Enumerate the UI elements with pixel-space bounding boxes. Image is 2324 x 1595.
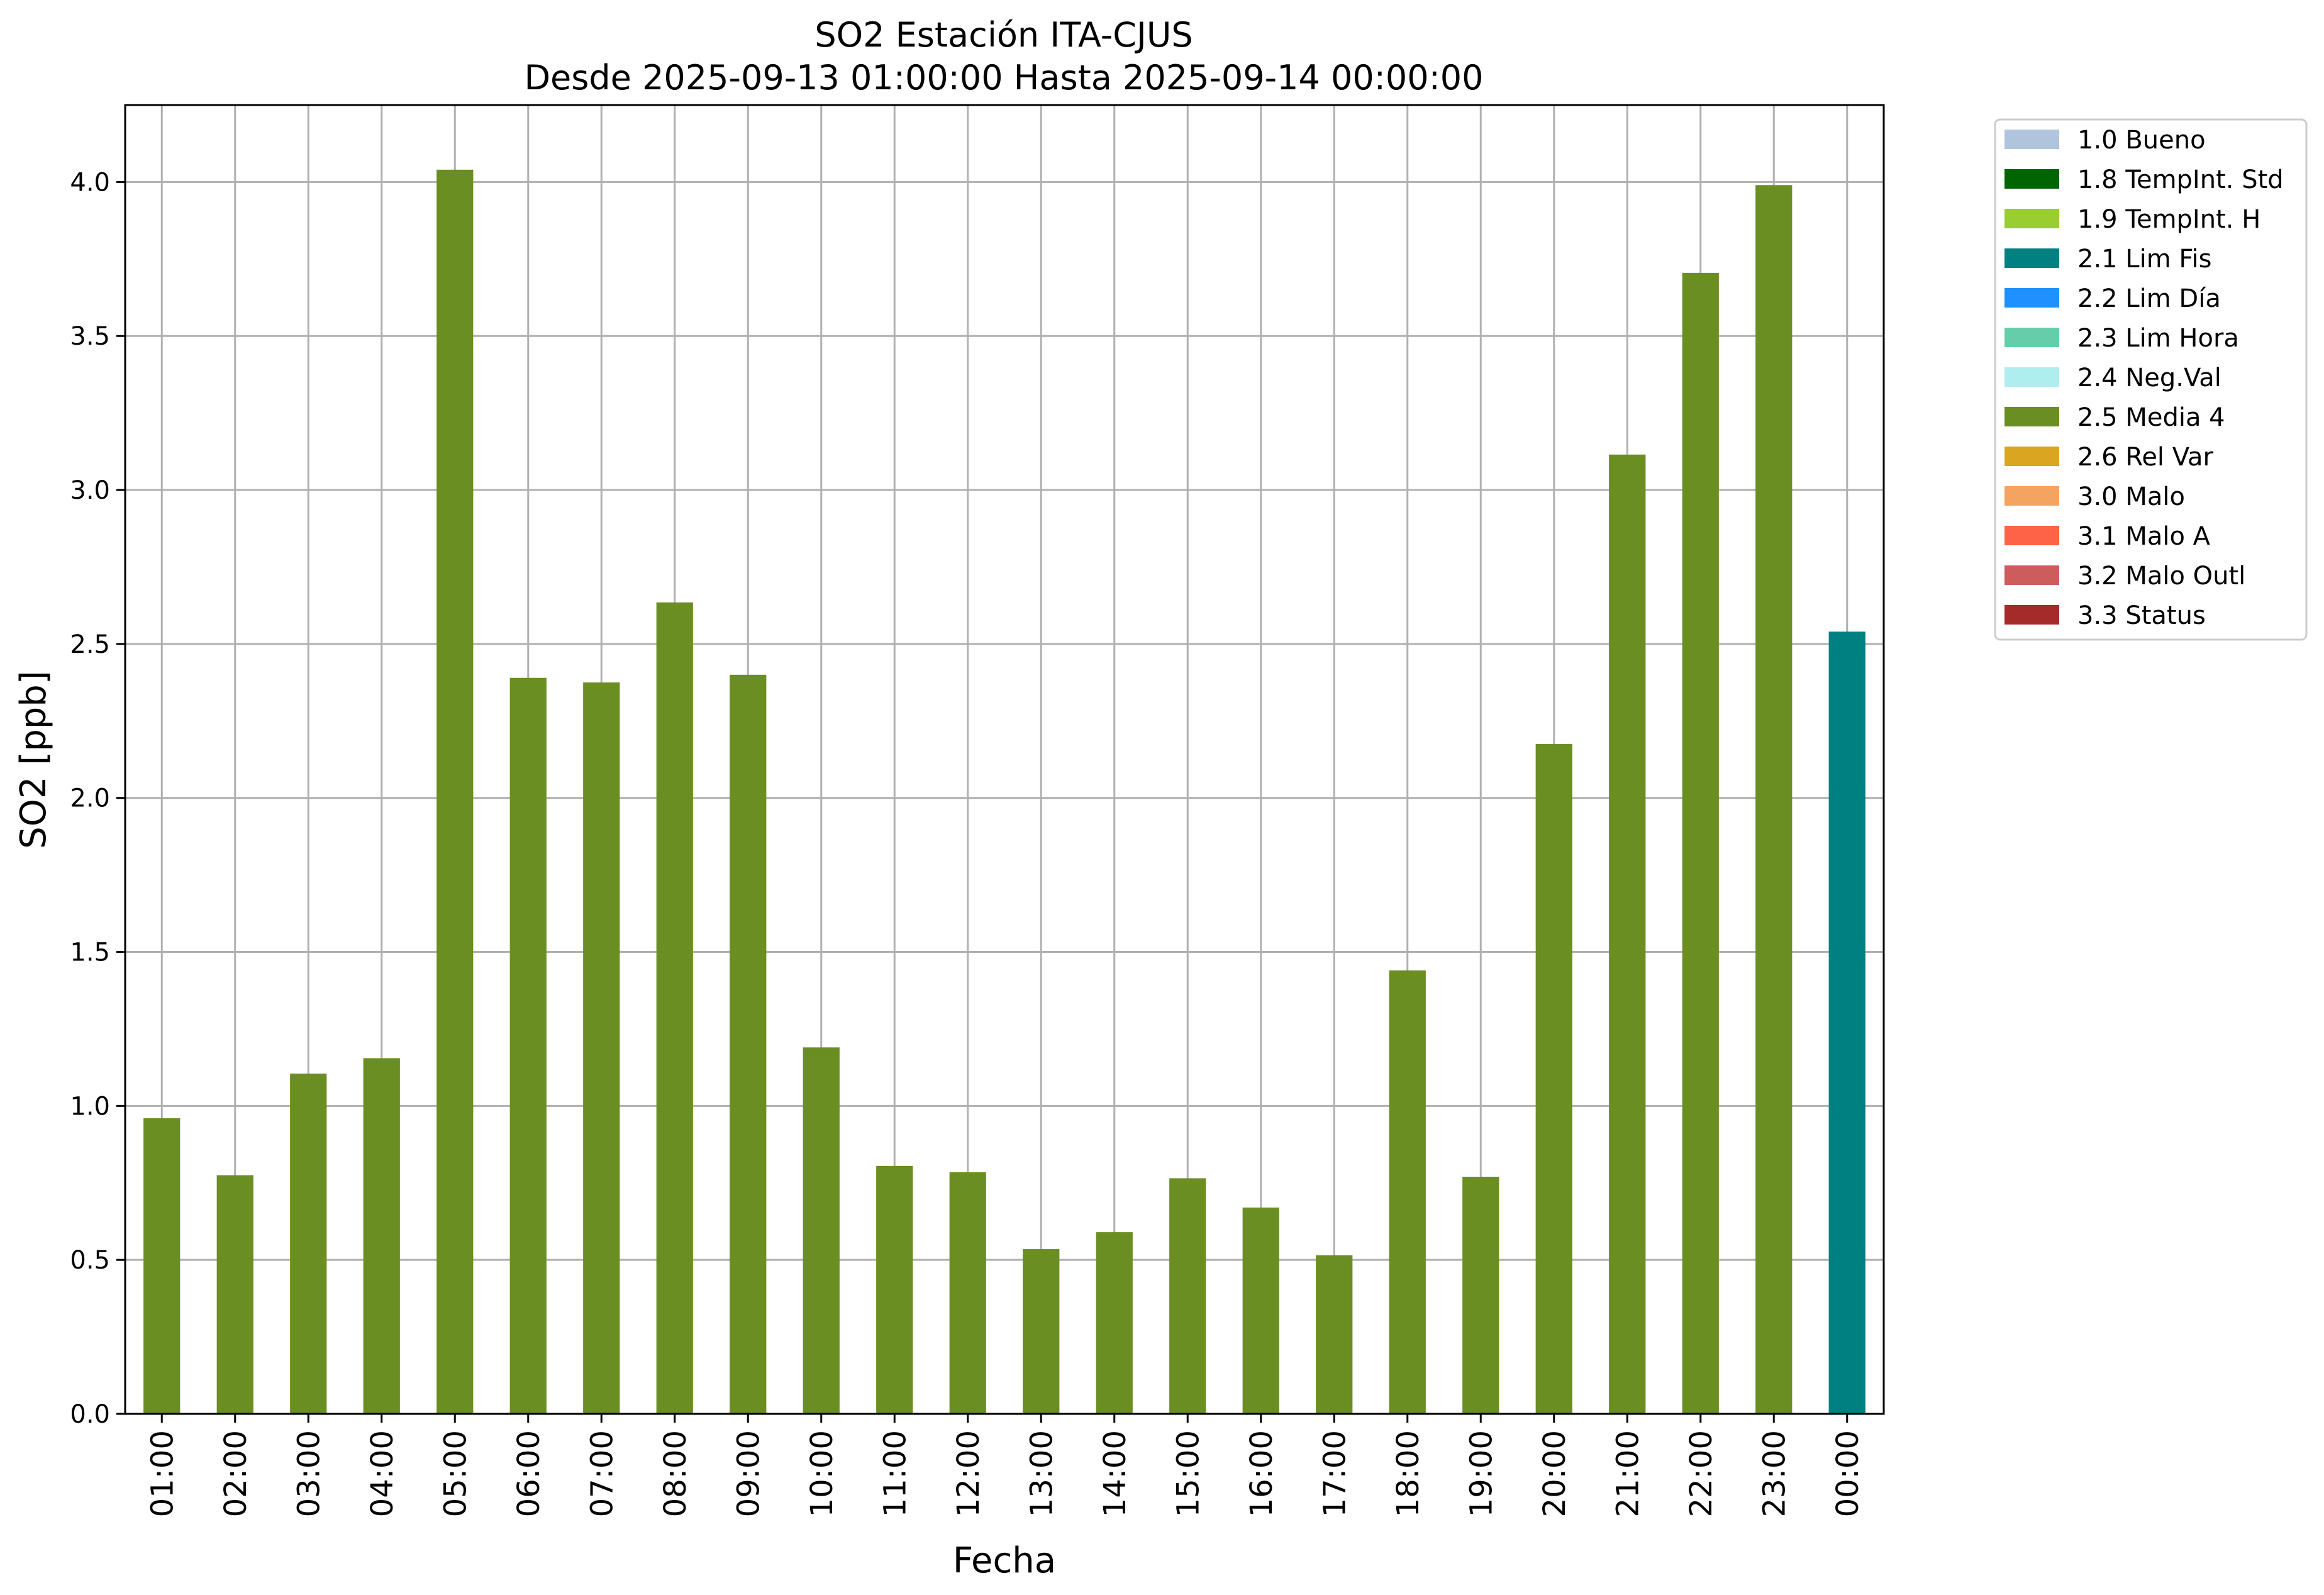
bar-2100: [1609, 454, 1646, 1414]
x-tick-label: 08:00: [658, 1430, 693, 1517]
legend-swatch: [2004, 209, 2059, 228]
x-tick-label: 00:00: [1830, 1430, 1865, 1517]
bar-1600: [1242, 1207, 1279, 1414]
legend-entry-label: 1.9 TempInt. H: [2077, 205, 2260, 234]
legend-swatch: [2004, 288, 2059, 308]
x-tick-label: 11:00: [877, 1430, 913, 1517]
legend-entry-label: 1.8 TempInt. Std: [2077, 165, 2284, 194]
x-tick-label: 09:00: [731, 1430, 766, 1517]
chart-title: SO2 Estación ITA-CJUS: [815, 15, 1193, 55]
legend-swatch: [2004, 169, 2059, 189]
bar-2000: [1535, 744, 1572, 1414]
legend-swatch: [2004, 407, 2059, 426]
legend-swatch: [2004, 565, 2059, 585]
x-tick-label: 07:00: [584, 1430, 620, 1517]
bar-1300: [1023, 1249, 1060, 1414]
x-tick-label: 03:00: [291, 1430, 326, 1517]
x-tick-label: 19:00: [1464, 1430, 1499, 1517]
x-tick-label: 17:00: [1317, 1430, 1352, 1517]
x-tick-label: 14:00: [1098, 1430, 1133, 1517]
y-tick-label: 1.0: [70, 1092, 110, 1121]
bar-0900: [730, 674, 767, 1414]
x-tick-label: 22:00: [1684, 1430, 1719, 1517]
bar-1100: [876, 1165, 913, 1414]
legend-frame: [1994, 118, 2308, 641]
y-axis-label: SO2 [ppb]: [13, 670, 54, 848]
x-tick-label: 15:00: [1170, 1430, 1206, 1517]
bar-1000: [803, 1047, 840, 1414]
legend-entry-label: 2.5 Media 4: [2077, 403, 2225, 432]
bar-2200: [1682, 272, 1719, 1414]
bar-0200: [216, 1175, 253, 1414]
y-tick-label: 2.0: [70, 784, 110, 813]
y-axis-ticks: 0.0 0.5 1.0 1.5 2.0 2.5 3.0 3.5 4.0: [70, 168, 125, 1429]
bars: [143, 169, 1865, 1414]
y-tick-label: 0.0: [70, 1400, 110, 1429]
y-tick-label: 2.5: [70, 630, 110, 659]
legend-entry-label: 3.2 Malo Outl: [2077, 562, 2245, 591]
chart-subtitle: Desde 2025-09-13 01:00:00 Hasta 2025-09-…: [524, 58, 1483, 97]
x-tick-label: 13:00: [1024, 1430, 1059, 1517]
x-tick-label: 20:00: [1537, 1430, 1572, 1517]
legend-swatch: [2004, 447, 2059, 466]
plot-frame: [124, 104, 1885, 1415]
bar-0300: [290, 1073, 327, 1414]
bar-0600: [509, 677, 547, 1414]
legend-entry-label: 2.1 Lim Fis: [2077, 245, 2211, 274]
legend-entry-label: 3.0 Malo: [2077, 482, 2185, 511]
bar-0700: [583, 682, 620, 1414]
legend-entry-label: 2.3 Lim Hora: [2077, 324, 2239, 353]
legend-swatch: [2004, 248, 2059, 268]
x-tick-label: 12:00: [951, 1430, 986, 1517]
bar-1500: [1169, 1178, 1206, 1414]
bar-1400: [1096, 1232, 1133, 1414]
legend-entry-label: 2.4 Neg.Val: [2077, 364, 2221, 392]
legend-entry-label: 2.2 Lim Día: [2077, 284, 2221, 313]
y-tick-label: 4.0: [70, 168, 110, 197]
bar-0400: [363, 1058, 400, 1414]
x-tick-label: 21:00: [1610, 1430, 1645, 1517]
x-tick-label: 16:00: [1244, 1430, 1279, 1517]
bar-0800: [656, 602, 693, 1414]
y-tick-label: 0.5: [70, 1246, 110, 1275]
x-tick-label: 18:00: [1391, 1430, 1426, 1517]
y-tick-label: 1.5: [70, 938, 110, 967]
x-tick-label: 10:00: [804, 1430, 840, 1517]
bar-1800: [1389, 970, 1426, 1414]
legend-swatch: [2004, 367, 2059, 387]
legend: 1.0 Bueno 1.8 TempInt. Std 1.9 TempInt. H 2…: [1994, 118, 2308, 641]
x-tick-label: 23:00: [1757, 1430, 1792, 1517]
x-tick-label: 02:00: [218, 1430, 253, 1517]
x-tick-label: 05:00: [438, 1430, 473, 1517]
legend-swatch: [2004, 486, 2059, 506]
legend-swatch: [2004, 328, 2059, 347]
bar-0000: [1828, 631, 1865, 1414]
bar-0500: [436, 169, 474, 1414]
bar-1200: [949, 1172, 986, 1414]
legend-entry-label: 2.6 Rel Var: [2077, 443, 2214, 472]
bar-1700: [1316, 1255, 1353, 1414]
x-tick-label: 01:00: [145, 1430, 180, 1517]
y-tick-label: 3.5: [70, 322, 110, 351]
legend-swatch: [2004, 605, 2059, 625]
legend-swatch: [2004, 526, 2059, 545]
x-tick-label: 06:00: [511, 1430, 547, 1517]
x-axis-label: Fecha: [953, 1540, 1056, 1581]
y-tick-label: 3.0: [70, 476, 110, 505]
x-axis-ticks: 01:00 02:00 03:00 04:00 05:00 06:00 07:00 08:00…: [145, 1414, 1865, 1517]
legend-entry-label: 1.0 Bueno: [2077, 126, 2206, 155]
legend-entry-label: 3.3 Status: [2077, 601, 2206, 630]
bar-2300: [1755, 185, 1793, 1414]
x-tick-label: 04:00: [365, 1430, 400, 1517]
legend-entry-label: 3.1 Malo A: [2077, 522, 2211, 551]
legend-swatch: [2004, 130, 2059, 149]
bar-1900: [1462, 1176, 1499, 1414]
bar-0100: [143, 1118, 181, 1414]
